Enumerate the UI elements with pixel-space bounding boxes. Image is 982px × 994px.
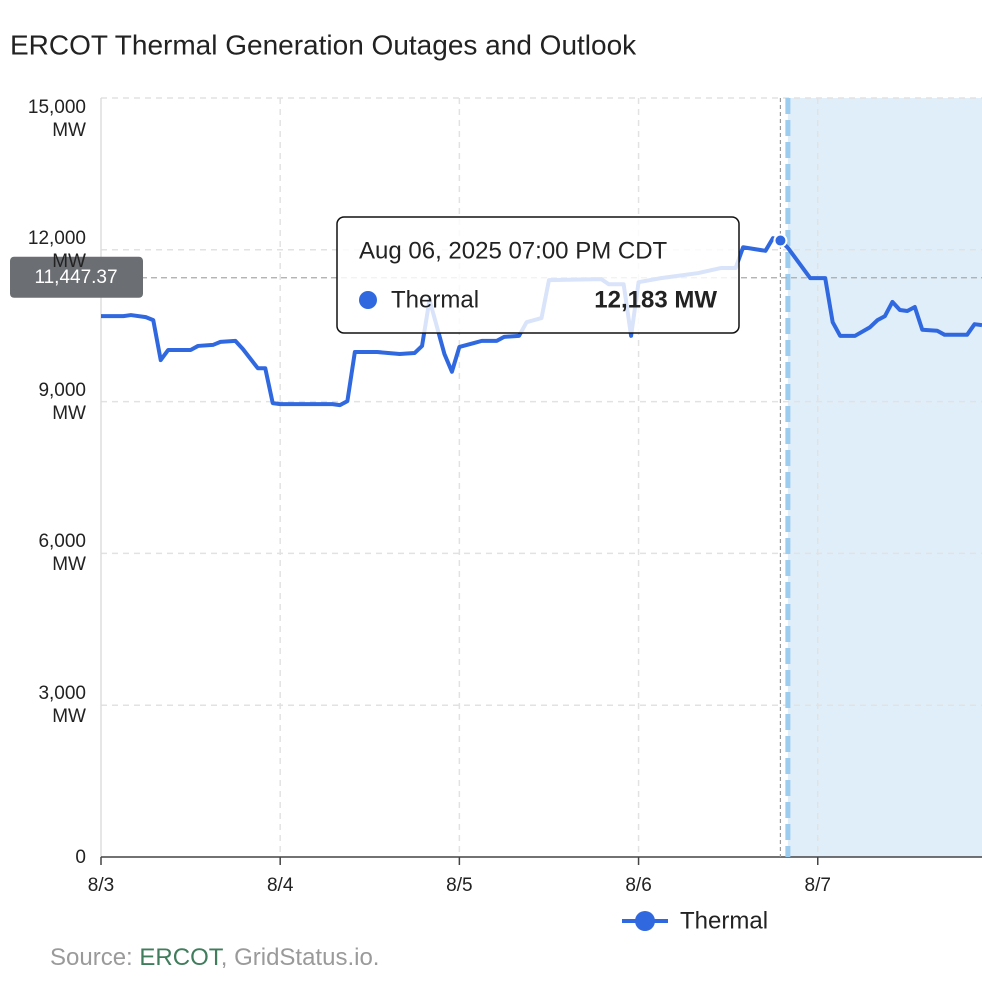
source-link[interactable]: ERCOT — [139, 944, 221, 971]
x-tick-label: 8/6 — [625, 875, 651, 896]
y-tick-label: 3,000 MW — [38, 683, 86, 728]
tooltip-title: Aug 06, 2025 07:00 PM CDT — [359, 237, 668, 264]
x-tick-label: 8/4 — [267, 875, 294, 896]
y-tick-label: 12,000 MW — [27, 227, 86, 272]
y-tick-label: 0 — [75, 846, 86, 868]
y-tick-label: 9,000 MW — [38, 379, 86, 424]
crosshair-label: 11,447.37 — [34, 267, 117, 288]
x-tick-label: 8/7 — [805, 875, 831, 896]
chart-title: ERCOT Thermal Generation Outages and Out… — [10, 29, 637, 60]
tooltip-marker — [359, 291, 377, 309]
source-prefix: Source: — [50, 944, 133, 971]
legend-marker — [635, 911, 655, 931]
x-tick-label: 8/3 — [88, 875, 114, 896]
y-tick-label: 6,000 MW — [38, 531, 86, 576]
forecast-region — [787, 98, 982, 857]
y-tick-label: 15,000 MW — [27, 97, 86, 141]
hover-point — [773, 233, 788, 248]
tooltip-value: 12,183 MW — [594, 286, 717, 313]
source-note: Source: ERCOT, GridStatus.io. — [50, 944, 379, 972]
tooltip: Aug 06, 2025 07:00 PM CDT Thermal 12,183 M… — [336, 216, 740, 334]
tooltip-series: Thermal — [391, 286, 479, 313]
crosshair-label-box — [10, 256, 143, 298]
x-tick-label: 8/5 — [446, 875, 472, 896]
tooltip-box — [336, 216, 740, 334]
source-rest: , GridStatus.io. — [220, 944, 380, 971]
legend-label: Thermal — [680, 907, 768, 934]
